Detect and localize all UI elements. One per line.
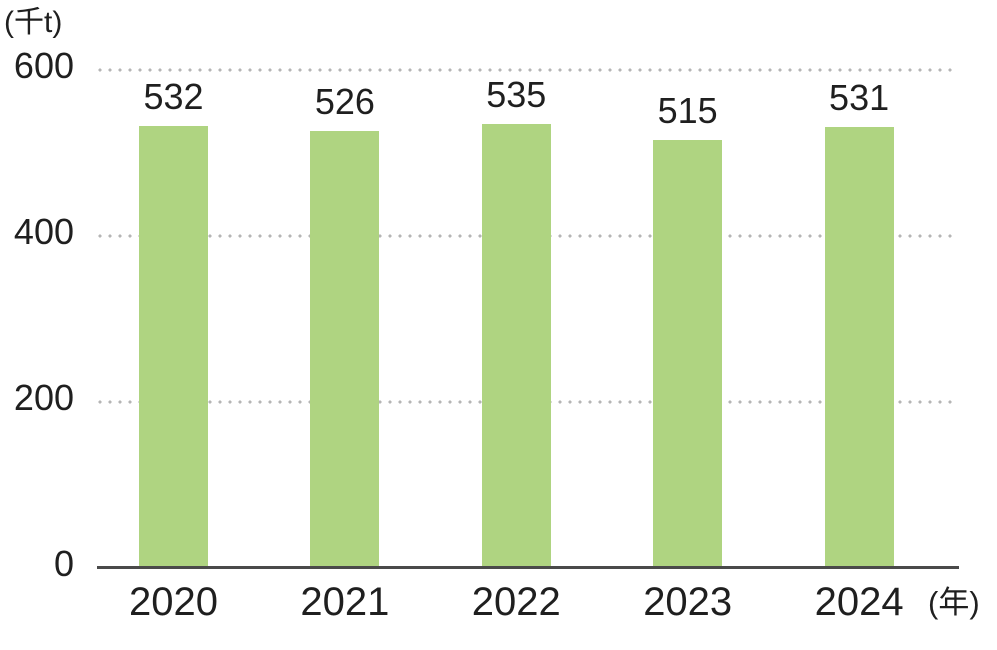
y-tick-label-200: 200: [13, 376, 74, 418]
value-label-2024: 531: [829, 77, 890, 119]
x-axis-unit-label: (年): [928, 585, 980, 620]
gridline-600: [95, 68, 955, 72]
value-label-2023: 515: [657, 90, 718, 132]
x-tick-label-2021: 2021: [300, 580, 390, 624]
x-tick-label-2024: 2024: [814, 580, 904, 624]
y-tick-label-600: 600: [13, 45, 74, 86]
x-tick-label-2023: 2023: [643, 580, 733, 624]
value-label-2020: 532: [143, 76, 204, 118]
bar-2021: [310, 131, 380, 567]
bar-2020: [139, 126, 208, 567]
y-tick-label-0: 0: [53, 542, 74, 584]
y-tick-label-400: 400: [13, 210, 74, 252]
value-label-2021: 526: [314, 81, 375, 123]
y-axis-unit-label: (千t): [4, 6, 63, 39]
bar-2022: [481, 123, 551, 567]
bar-2023: [653, 140, 723, 567]
x-tick-label-2022: 2022: [471, 580, 561, 624]
bar-2024: [824, 127, 894, 567]
x-axis-line: [97, 566, 959, 569]
x-tick-label-2020: 2020: [129, 580, 218, 624]
value-label-2022: 535: [486, 73, 547, 115]
